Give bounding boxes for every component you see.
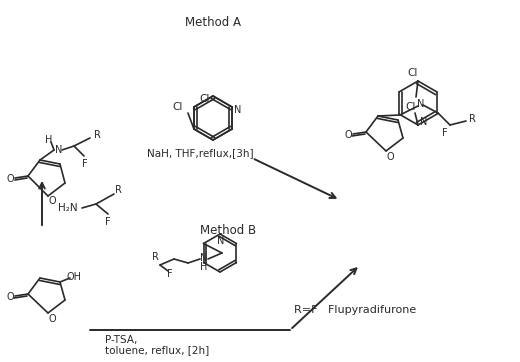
- Text: H₂N: H₂N: [58, 203, 78, 213]
- Text: N: N: [420, 117, 427, 127]
- Text: OH: OH: [67, 272, 82, 282]
- Text: O: O: [48, 196, 56, 206]
- Text: N: N: [217, 236, 225, 246]
- Text: O: O: [344, 130, 352, 140]
- Text: Method B: Method B: [200, 223, 256, 236]
- Text: O: O: [6, 174, 14, 184]
- Text: Method A: Method A: [185, 16, 241, 29]
- Text: F: F: [442, 128, 448, 138]
- Text: N: N: [418, 99, 425, 109]
- Text: R: R: [94, 130, 100, 140]
- Text: R: R: [151, 252, 159, 262]
- Text: toluene, reflux, [2h]: toluene, reflux, [2h]: [105, 345, 209, 355]
- Text: Cl: Cl: [173, 102, 183, 112]
- Text: O: O: [48, 314, 56, 324]
- Text: R: R: [469, 114, 475, 124]
- Text: N: N: [55, 145, 63, 155]
- Text: R: R: [114, 185, 122, 195]
- Text: Cl: Cl: [200, 94, 210, 104]
- Text: O: O: [6, 292, 14, 302]
- Text: P-TSA,: P-TSA,: [105, 335, 137, 345]
- Text: H: H: [45, 135, 53, 145]
- Text: Cl: Cl: [408, 68, 418, 78]
- Text: F: F: [105, 217, 111, 227]
- Text: N: N: [200, 253, 207, 263]
- Text: H: H: [200, 262, 207, 272]
- Text: F: F: [167, 269, 173, 279]
- Text: R=F   Flupyradifurone: R=F Flupyradifurone: [294, 305, 416, 315]
- Text: O: O: [386, 152, 394, 162]
- Text: Cl: Cl: [406, 102, 416, 112]
- Text: NaH, THF,reflux,[3h]: NaH, THF,reflux,[3h]: [147, 148, 253, 158]
- Text: F: F: [82, 159, 88, 169]
- Text: N: N: [235, 105, 242, 115]
